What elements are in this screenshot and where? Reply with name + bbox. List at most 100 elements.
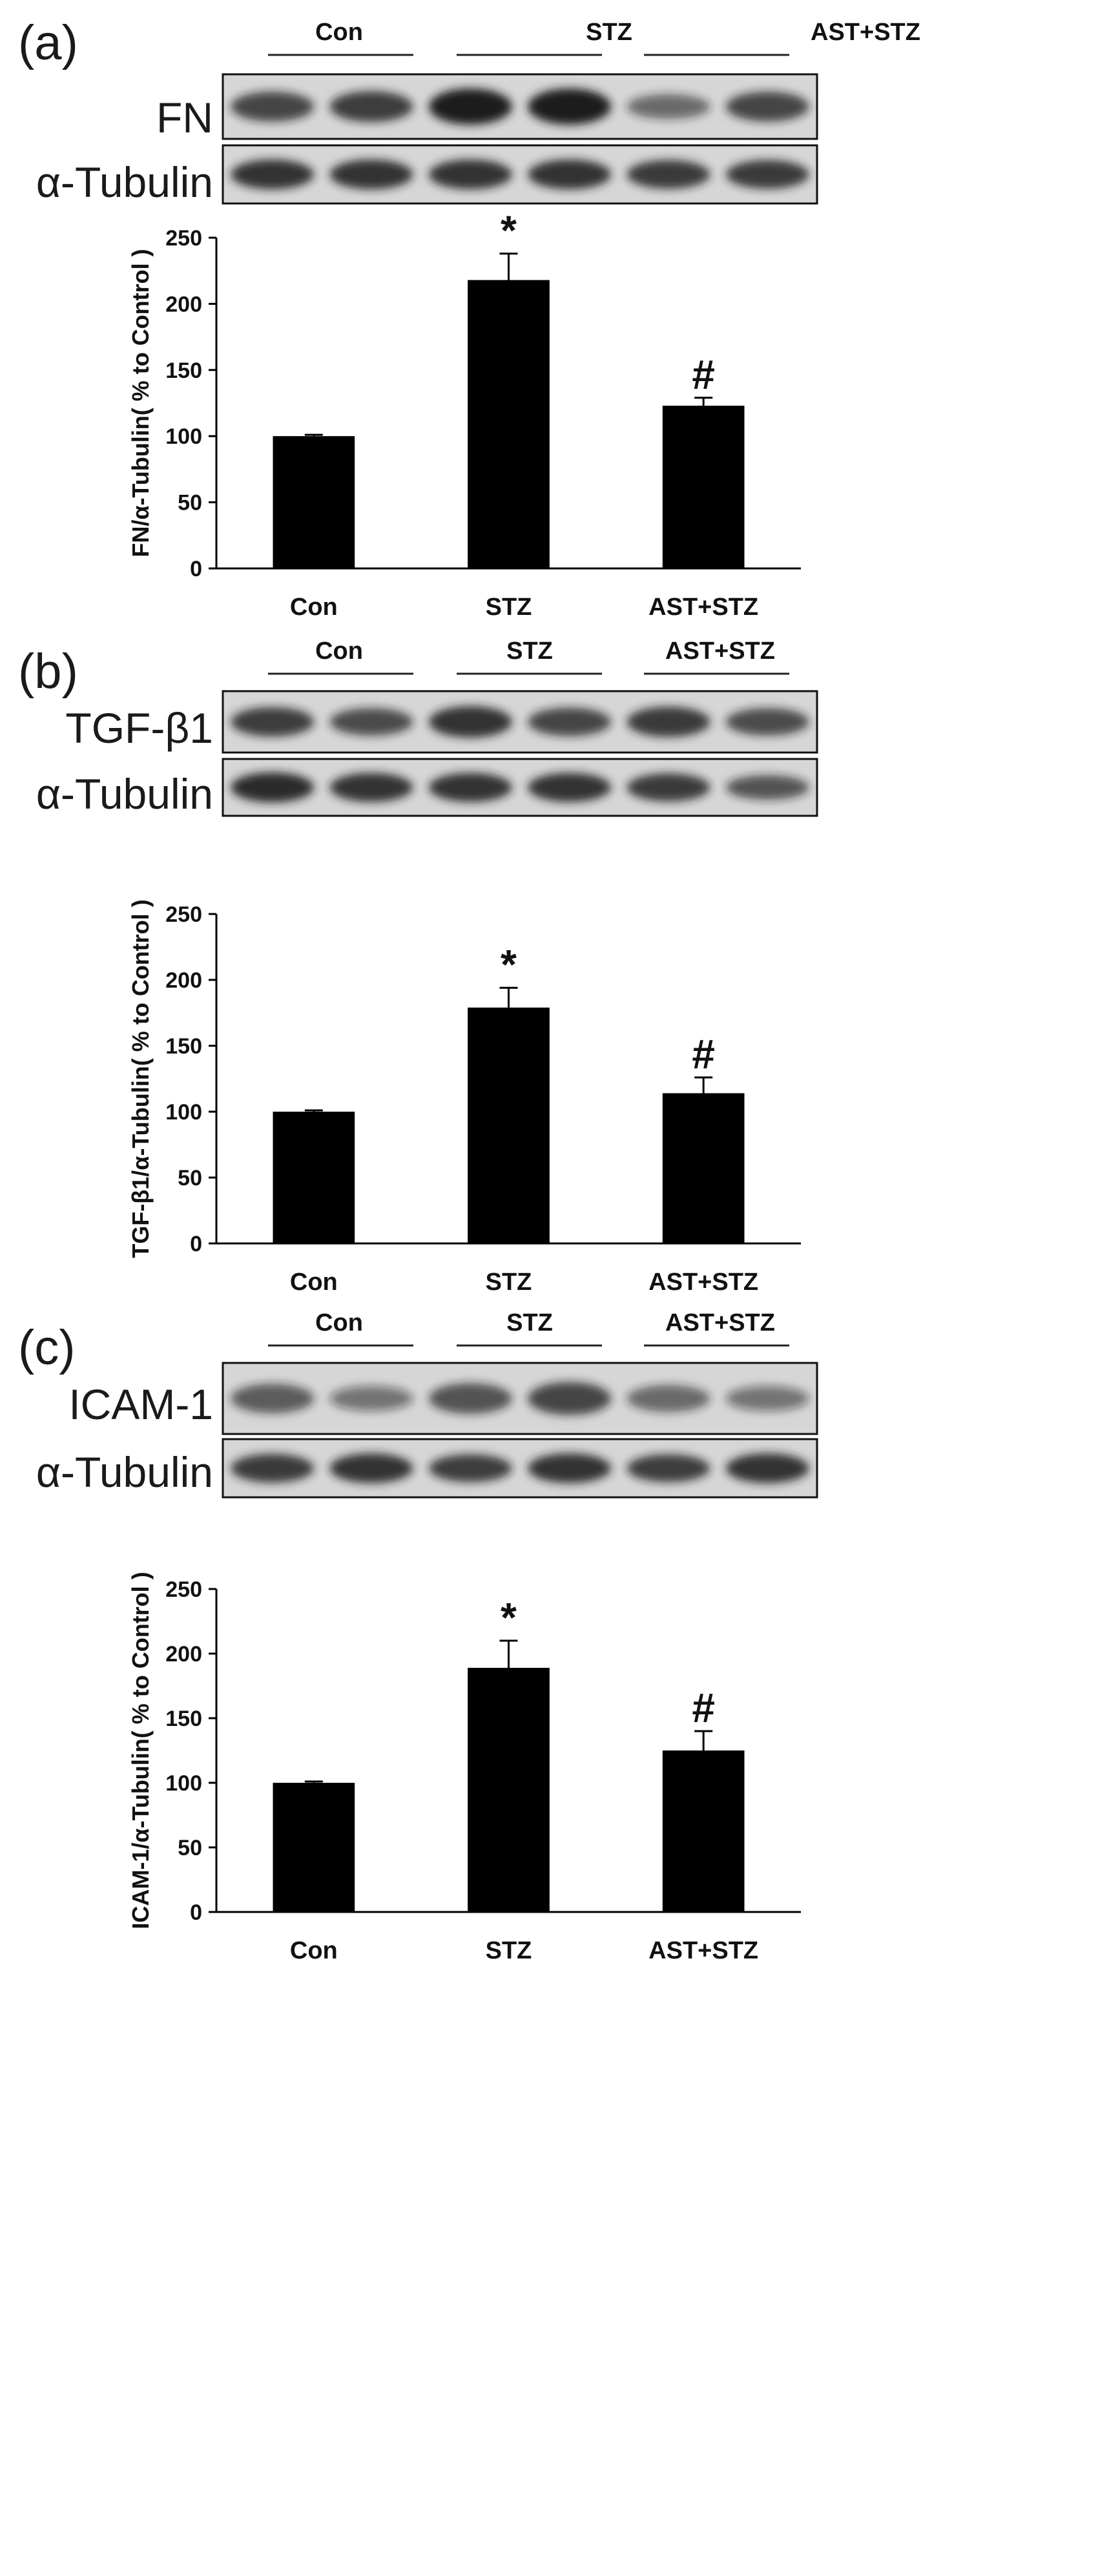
blot-band [329, 159, 413, 190]
group-label-stz: STZ [506, 638, 553, 665]
panel-letter: (a) [18, 16, 78, 70]
category-label: Con [290, 594, 338, 621]
blot-label-tubulin: α-Tubulin [36, 158, 213, 206]
significance-mark: # [692, 1031, 715, 1077]
blot-band [725, 708, 809, 736]
blot-band [627, 1384, 710, 1413]
y-tick-label: 150 [165, 1707, 202, 1731]
blot-band [627, 706, 710, 738]
blot-band [231, 707, 315, 737]
y-tick-label: 100 [165, 424, 202, 449]
blot-band [627, 94, 710, 119]
western-blot-tubulin [222, 144, 818, 205]
category-label: STZ [486, 1269, 532, 1296]
blot-band [428, 706, 512, 738]
y-tick-label: 0 [190, 557, 202, 581]
category-label: AST+STZ [648, 594, 758, 621]
blot-band [528, 159, 612, 190]
bar [468, 280, 550, 568]
bar-chart-fn: 0 50 100 150 200 250 FN/α-Tubulin( % to Contro… [127, 207, 801, 621]
significance-mark: # [692, 1685, 715, 1731]
blot-band [428, 88, 512, 125]
blot-label-tgf-b1: TGF-β1 [65, 704, 213, 752]
blot-frame [222, 1438, 818, 1499]
bar [662, 406, 745, 568]
bar [468, 1668, 550, 1912]
blot-band [329, 1453, 413, 1484]
blot-band [329, 1386, 413, 1411]
significance-mark: * [501, 941, 517, 988]
blot-band [725, 91, 809, 122]
blot-frame [222, 73, 818, 140]
blot-band [725, 1386, 809, 1411]
blot-label-tubulin: α-Tubulin [36, 1448, 213, 1496]
significance-mark: # [692, 351, 715, 398]
group-label-con: Con [315, 1309, 363, 1336]
y-axis-label: FN/α-Tubulin( % to Control ) [127, 249, 154, 557]
panel-letter: (b) [18, 644, 78, 699]
panel-letter: (c) [18, 1320, 76, 1375]
y-tick-label: 50 [178, 1836, 202, 1860]
blot-band [329, 708, 413, 736]
blot-band [627, 773, 710, 802]
blot-band [428, 773, 512, 802]
group-label-ast-stz: AST+STZ [811, 19, 920, 46]
category-label: AST+STZ [648, 1937, 758, 1964]
blot-band [725, 774, 809, 800]
blot-band [329, 91, 413, 122]
bar [662, 1093, 745, 1243]
blot-band [231, 159, 315, 190]
western-blot-tgf-b1 [222, 690, 818, 754]
blot-band [329, 773, 413, 802]
bar [662, 1750, 745, 1912]
y-tick-label: 200 [165, 292, 202, 317]
blot-band [231, 91, 315, 122]
blot-band [231, 772, 315, 803]
blot-band [231, 1384, 315, 1413]
significance-mark: * [501, 1594, 517, 1641]
category-label: Con [290, 1937, 338, 1964]
blot-frame [222, 690, 818, 754]
category-label: AST+STZ [648, 1269, 758, 1296]
blot-band [528, 88, 612, 125]
y-tick-label: 100 [165, 1771, 202, 1796]
blot-label-fn: FN [156, 94, 213, 141]
blot-band [231, 1453, 315, 1483]
y-tick-label: 50 [178, 1166, 202, 1190]
blot-frame [222, 144, 818, 205]
panel-c: (c) Con STZ AST+STZ ICAM-1 α-Tubulin 0 50… [18, 1309, 818, 1964]
y-tick-label: 250 [165, 902, 202, 927]
blot-frame [222, 1362, 818, 1435]
bar [468, 1007, 550, 1243]
western-blot-fn [222, 73, 818, 140]
y-tick-label: 200 [165, 968, 202, 993]
group-label-ast-stz: AST+STZ [665, 638, 775, 665]
bar [273, 1783, 355, 1912]
group-label-stz: STZ [586, 19, 632, 46]
blot-label-icam-1: ICAM-1 [68, 1380, 213, 1428]
bar-chart-tgf-b1: 0 50 100 150 200 250 TGF-β1/α-Tubulin( % to Co… [127, 899, 801, 1296]
category-label: STZ [486, 594, 532, 621]
y-tick-label: 250 [165, 226, 202, 251]
category-label: Con [290, 1269, 338, 1296]
y-tick-label: 100 [165, 1100, 202, 1125]
blot-frame [222, 758, 818, 817]
y-tick-label: 50 [178, 491, 202, 515]
blot-band [627, 160, 710, 189]
blot-band [725, 160, 809, 189]
significance-mark: * [501, 207, 517, 254]
y-tick-label: 150 [165, 1034, 202, 1059]
blot-band [725, 1453, 809, 1484]
group-label-con: Con [315, 19, 363, 46]
blot-band [428, 159, 512, 190]
y-tick-label: 250 [165, 1577, 202, 1602]
panel-b: (b) Con STZ AST+STZ TGF-β1 α-Tubulin 0 50… [18, 638, 818, 1296]
y-tick-label: 0 [190, 1232, 202, 1256]
y-axis-label: TGF-β1/α-Tubulin( % to Control ) [127, 899, 154, 1258]
bar [273, 436, 355, 568]
western-blot-icam-1 [222, 1362, 818, 1435]
blot-band [528, 1453, 612, 1484]
y-tick-label: 200 [165, 1642, 202, 1667]
y-tick-label: 0 [190, 1900, 202, 1925]
